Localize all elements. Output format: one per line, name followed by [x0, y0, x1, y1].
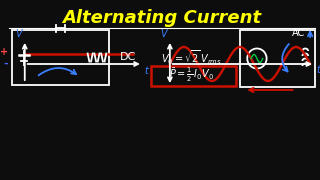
Text: +: + — [0, 46, 8, 57]
Bar — [239, 30, 315, 87]
Text: DC: DC — [120, 52, 136, 62]
Text: AC: AC — [292, 28, 305, 38]
Text: t: t — [316, 65, 320, 75]
Text: -: - — [4, 58, 8, 69]
Text: $V_0 = \sqrt{2}\,V_{rms}$: $V_0 = \sqrt{2}\,V_{rms}$ — [161, 49, 222, 67]
Bar — [150, 66, 236, 86]
Text: V: V — [15, 29, 22, 39]
Text: V: V — [160, 29, 167, 39]
Text: Alternating Current: Alternating Current — [63, 9, 262, 27]
Bar — [12, 30, 109, 85]
Text: $\bar{P} = \frac{1}{2}\,I_0 V_0$: $\bar{P} = \frac{1}{2}\,I_0 V_0$ — [169, 66, 214, 84]
Text: t: t — [145, 66, 148, 76]
